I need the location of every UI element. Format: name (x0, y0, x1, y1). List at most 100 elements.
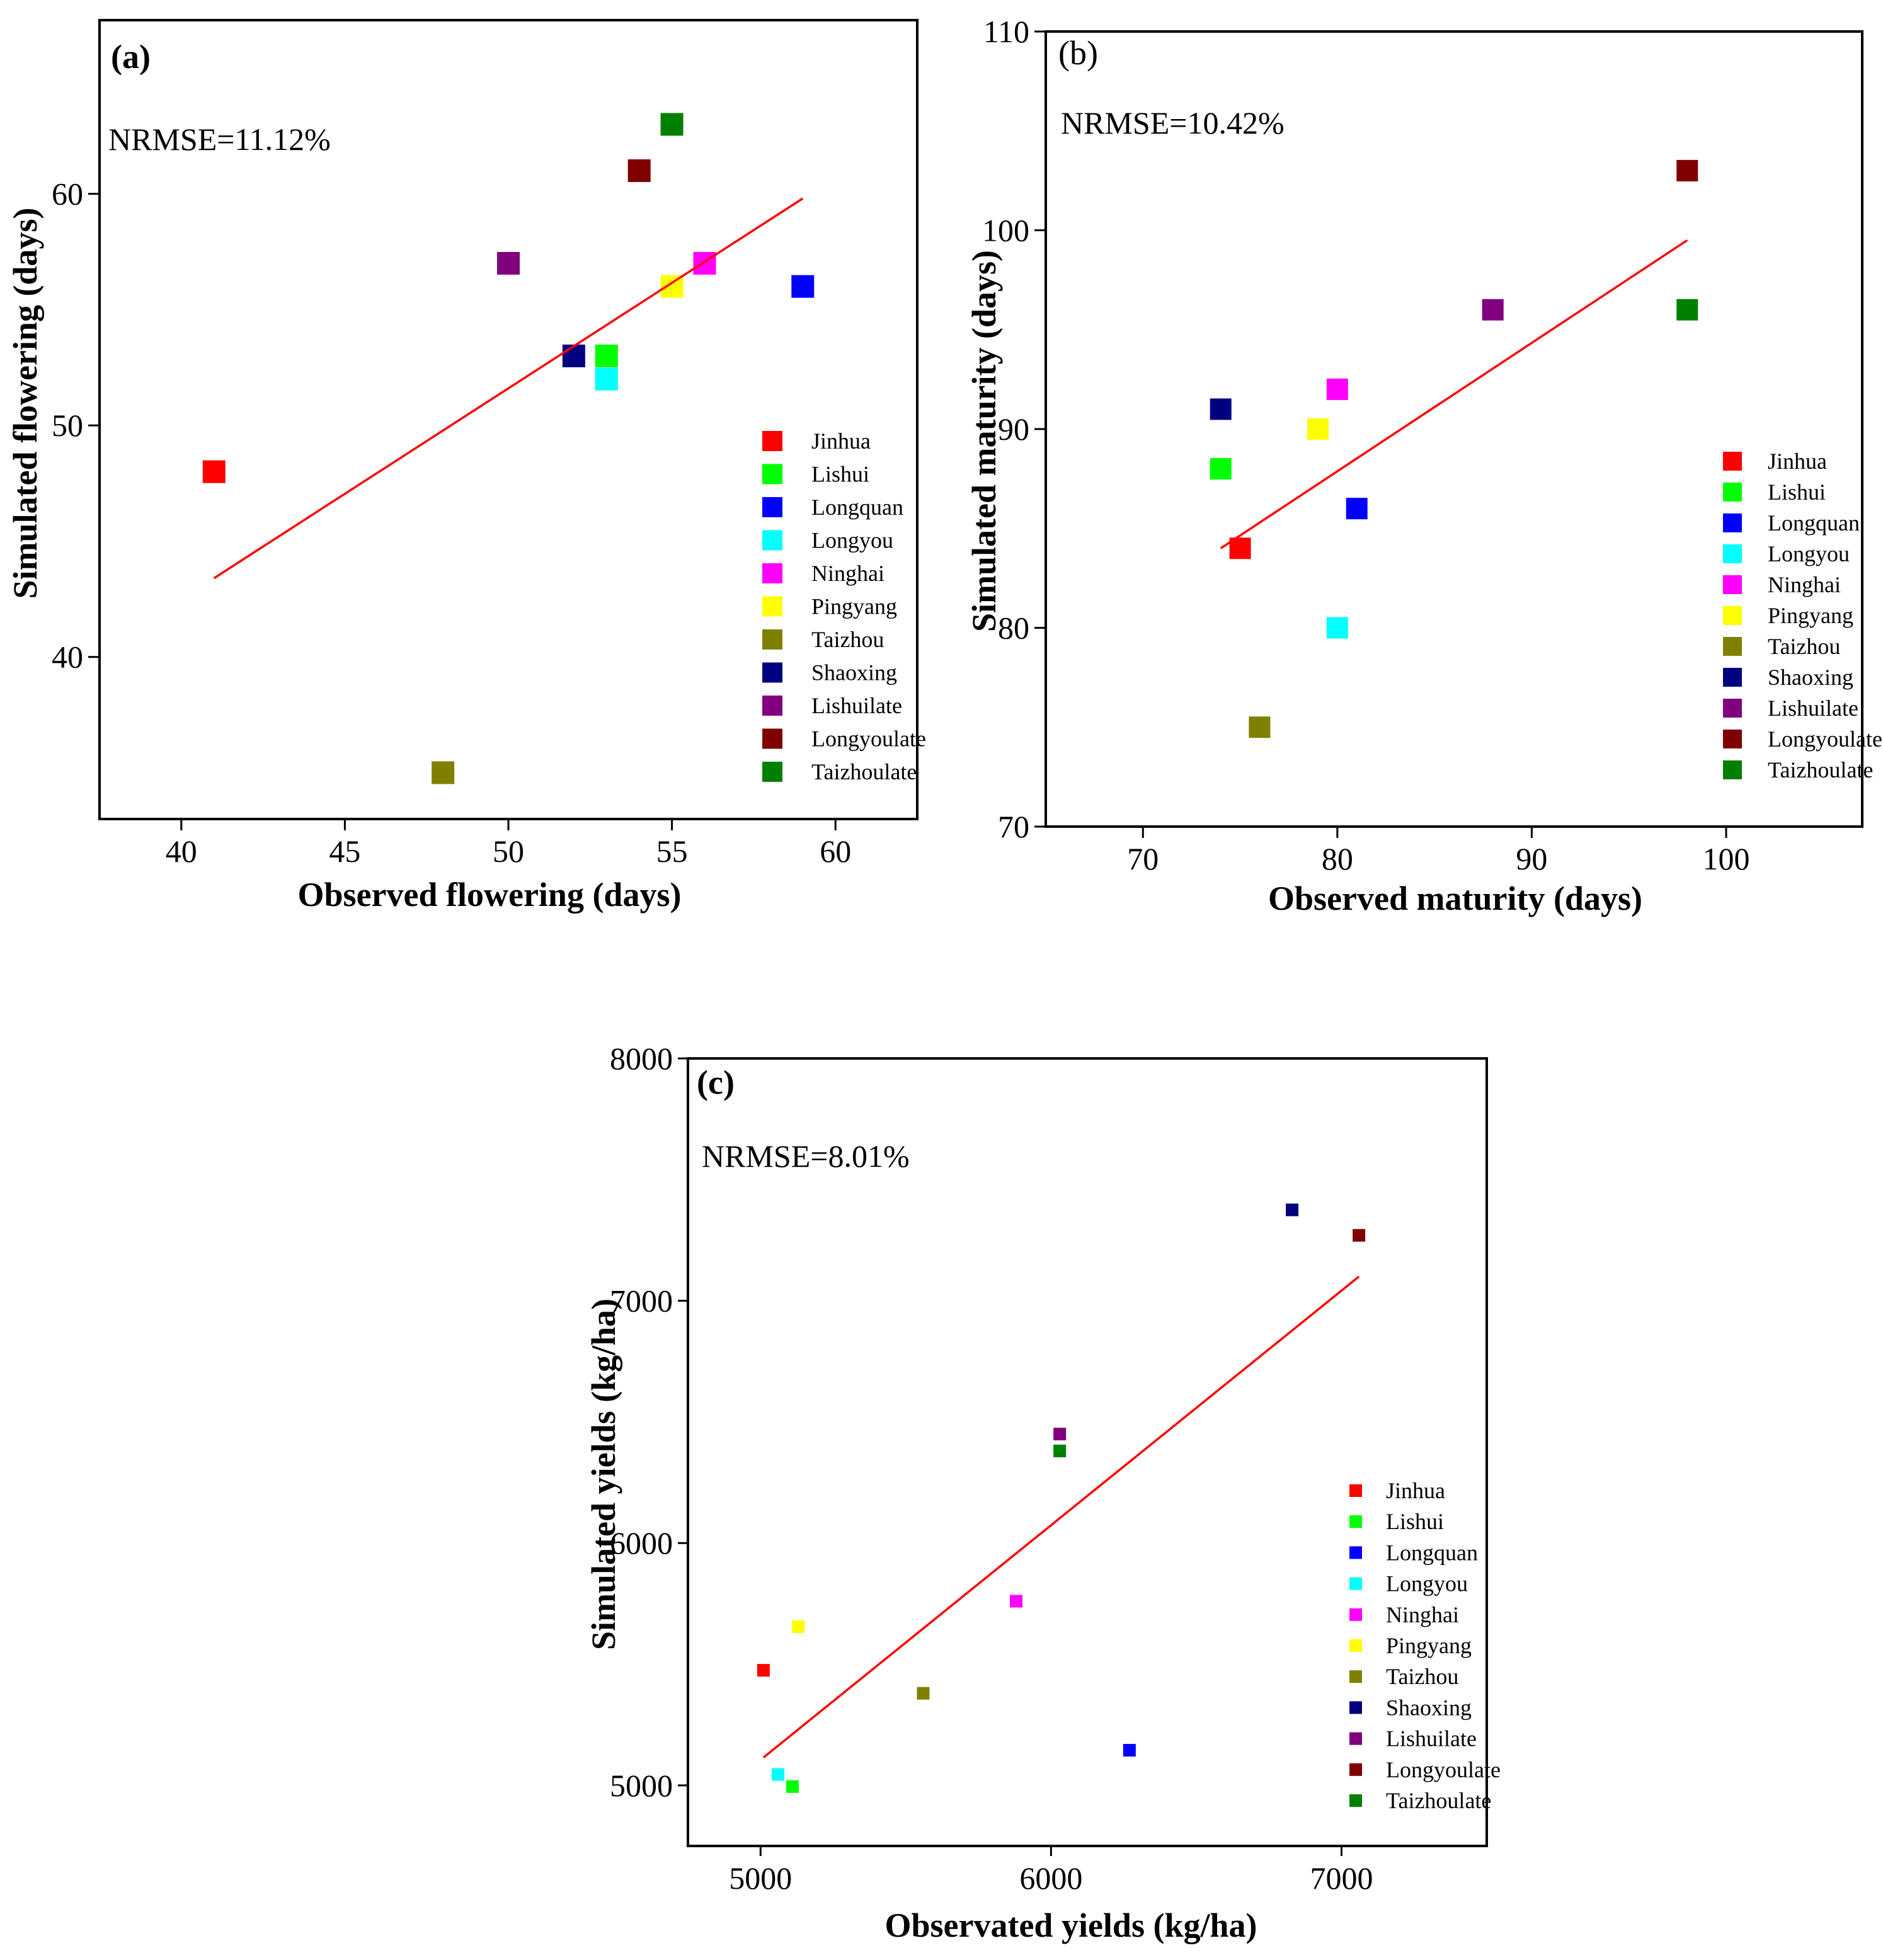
panel-a-legend-label: Taizhoulate (811, 759, 917, 784)
panel-b-ticks: 70 80 90 100 70 80 90 100 110 (982, 14, 1750, 876)
panel-a-legend-swatch (762, 431, 782, 451)
panel-b-legend-swatch (1723, 760, 1742, 779)
panel-a-legend-swatch (762, 596, 782, 617)
panel-c-legend-label: Ninghai (1386, 1602, 1459, 1627)
panel-c: 5000 6000 7000 5000 6000 7000 8000 (c) NRMSE=8… (585, 1041, 1501, 1944)
panel-c-point-lishuilate (1053, 1428, 1067, 1441)
panel-a-xlabel: Observed flowering (days) (298, 876, 682, 914)
panel-b-legend-label: Lishui (1768, 479, 1826, 505)
panel-a-legend-label: Taizhou (811, 627, 884, 652)
panel-c-point-lishui (786, 1780, 799, 1793)
panel-c-legend-label: Lishuilate (1386, 1726, 1477, 1751)
panel-c-legend-swatch (1349, 1577, 1362, 1590)
panel-c-ytick-label: 8000 (610, 1041, 673, 1076)
panel-c-legend-label: Longquan (1386, 1540, 1478, 1565)
panel-b-legend-label: Longyoulate (1768, 726, 1882, 752)
panel-b-legend-swatch (1723, 699, 1742, 718)
panel-c-ticks: 5000 6000 7000 5000 6000 7000 8000 (610, 1041, 1373, 1896)
panel-a-legend-label: Pingyang (811, 594, 897, 619)
panel-a-legend-swatch (762, 530, 782, 551)
panel-a-point-shaoxing (562, 344, 585, 367)
panel-c-ytick-label: 7000 (610, 1283, 673, 1319)
panel-a-legend-label: Longquan (811, 495, 903, 520)
panel-b-xtick-label: 100 (1703, 841, 1750, 876)
panel-b-legend-label: Ninghai (1768, 572, 1841, 597)
panel-a-ytick-label: 50 (52, 408, 83, 443)
panel-b-legend-label: Shaoxing (1768, 665, 1853, 690)
panel-b-legend-swatch (1723, 575, 1742, 594)
panel-c-ylabel: Simulated yields (kg/ha) (585, 1298, 622, 1650)
panel-a-legend-label: Jinhua (811, 428, 871, 454)
panel-b-point-lishuilate (1482, 299, 1504, 321)
panel-b-point-pingyang (1307, 418, 1329, 440)
panel-a-label: (a) (111, 38, 151, 76)
panel-c-point-ninghai (1010, 1595, 1023, 1608)
panel-a: 40 45 50 55 60 40 50 60 (a) NRMSE=11.12% Observ… (6, 19, 926, 914)
panel-c-legend-swatch (1349, 1639, 1362, 1652)
panel-a-legend-swatch (762, 563, 782, 583)
panel-a-point-jinhua (202, 460, 226, 483)
panel-b: 70 80 90 100 70 80 90 100 110 (b) NRMSE=10.42% O… (965, 14, 1882, 917)
panel-b-point-taizhou (1249, 716, 1271, 738)
panel-b-legend-label: Jinhua (1768, 449, 1827, 474)
panel-a-point-taizhou (432, 761, 455, 784)
panel-c-xlabel: Observated yields (kg/ha) (884, 1906, 1257, 1944)
panel-c-point-pingyang (792, 1620, 805, 1633)
panel-c-point-shaoxing (1286, 1203, 1299, 1217)
panel-a-xtick-label: 45 (329, 834, 360, 869)
panel-a-ticks: 40 45 50 55 60 40 50 60 (52, 176, 851, 869)
panel-b-legend-swatch (1723, 452, 1742, 471)
panel-a-xtick-label: 60 (820, 834, 851, 869)
panel-c-legend-swatch (1349, 1608, 1362, 1621)
panel-b-legend-swatch (1723, 606, 1742, 625)
panel-c-legend-label: Jinhua (1386, 1478, 1445, 1503)
panel-c-legend-label: Longyou (1386, 1571, 1468, 1596)
panel-a-legend-swatch (762, 728, 782, 749)
panel-c-legend-label: Longyoulate (1386, 1757, 1501, 1782)
panel-c-ytick-label: 6000 (610, 1525, 673, 1561)
panel-a-legend-swatch (762, 696, 782, 716)
panel-c-legend-swatch (1349, 1546, 1362, 1559)
panel-a-legend-label: Ninghai (811, 561, 884, 586)
panel-b-ytick-label: 110 (983, 14, 1029, 49)
panel-c-frame (687, 1057, 1488, 1847)
panel-a-point-taizhoulate (660, 113, 684, 136)
panel-a-xtick-label: 50 (493, 834, 524, 869)
panel-c-xtick-label: 5000 (729, 1860, 792, 1896)
panel-b-xtick-label: 90 (1516, 841, 1547, 876)
panel-a-xtick-label: 40 (166, 834, 197, 869)
panel-a-point-longyoulate (627, 159, 651, 182)
panel-b-legend-label: Longquan (1768, 510, 1860, 536)
panel-c-legend-swatch (1349, 1763, 1362, 1776)
panel-c-nrmse: NRMSE=8.01% (702, 1138, 910, 1174)
panel-c-legend-label: Lishui (1386, 1509, 1444, 1534)
panel-c-legend-label: Taizhou (1386, 1664, 1458, 1689)
panel-a-ytick-label: 60 (52, 176, 83, 212)
panel-c-point-taizhoulate (1053, 1445, 1067, 1458)
panel-c-ytick-label: 5000 (610, 1768, 673, 1803)
panel-b-ytick-label: 90 (998, 411, 1029, 447)
panel-c-point-longyoulate (1353, 1229, 1366, 1242)
panel-a-marks (202, 113, 815, 784)
panel-b-legend: Jinhua Lishui Longquan Longyou Ninghai Pingya… (1723, 449, 1882, 782)
panel-a-point-lishuilate (497, 251, 520, 275)
panel-b-nrmse: NRMSE=10.42% (1061, 105, 1285, 140)
panel-a-legend-swatch (762, 464, 782, 484)
panel-b-legend-swatch (1723, 544, 1742, 563)
panel-a-legend-label: Shaoxing (811, 660, 897, 685)
panel-a-point-longyou (595, 367, 618, 391)
panel-b-legend-label: Taizhou (1768, 634, 1840, 659)
panel-a-point-lishui (595, 344, 618, 367)
panel-b-point-longyou (1326, 617, 1348, 639)
panel-a-legend-swatch (762, 497, 782, 517)
panel-c-legend-swatch (1349, 1484, 1362, 1497)
panel-b-xlabel: Observed maturity (days) (1268, 880, 1642, 917)
panel-c-legend-label: Shaoxing (1386, 1695, 1472, 1720)
panel-b-ytick-label: 100 (982, 213, 1029, 248)
panel-a-legend-swatch (762, 629, 782, 650)
panel-b-point-ninghai (1326, 378, 1348, 400)
panel-a-legend-swatch (762, 762, 782, 782)
panel-b-legend-swatch (1723, 730, 1742, 748)
panel-c-legend-swatch (1349, 1515, 1362, 1528)
